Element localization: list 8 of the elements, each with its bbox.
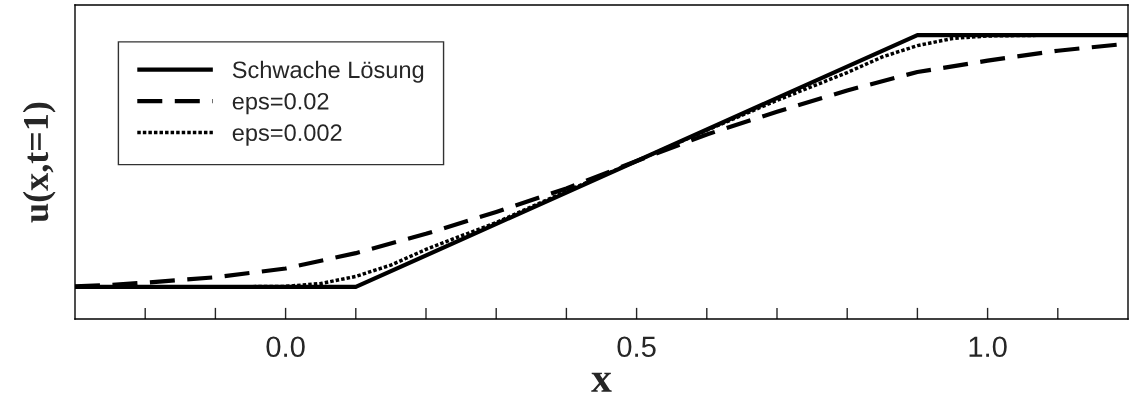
x-tick-label: 0.5	[617, 336, 656, 358]
legend-label: eps=0.02	[232, 92, 329, 115]
legend-label: eps=0.002	[232, 124, 342, 146]
x-axis-title: x	[591, 372, 612, 392]
legend-label: Schwache Lösung	[232, 60, 424, 83]
x-tick-label: 0.0	[266, 336, 305, 358]
y-axis-title: u(x,t=1)	[22, 102, 56, 223]
x-tick-label: 1.0	[969, 336, 1007, 358]
